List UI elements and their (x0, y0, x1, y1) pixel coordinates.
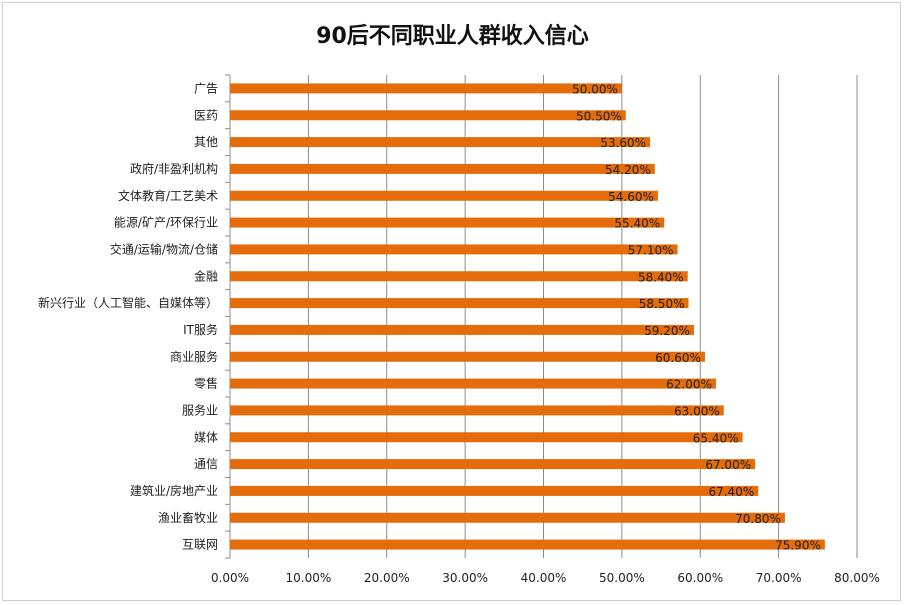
category-label: 媒体 (194, 430, 218, 444)
category-label: 零售 (194, 376, 218, 391)
data-label: 54.20% (605, 163, 651, 177)
category-label: 通信 (194, 457, 218, 471)
data-label: 50.00% (572, 82, 618, 96)
data-label: 53.60% (600, 136, 646, 150)
bar (230, 190, 658, 201)
bar (230, 83, 622, 94)
bar (230, 271, 688, 282)
data-label: 67.40% (708, 485, 754, 499)
category-label: IT服务 (183, 322, 218, 337)
x-tick-label: 10.00% (285, 571, 331, 585)
bar (230, 324, 694, 335)
category-label: 建筑业/房地产业 (130, 483, 218, 498)
data-label: 57.10% (628, 243, 674, 257)
bar (230, 405, 724, 416)
data-label: 50.50% (576, 109, 622, 123)
category-label: 商业服务 (170, 349, 218, 364)
bar (230, 539, 825, 550)
data-label: 75.90% (775, 539, 821, 553)
data-label: 58.40% (638, 270, 684, 284)
x-tick-label: 50.00% (599, 571, 645, 585)
bar (230, 459, 756, 470)
category-label: 互联网 (182, 538, 218, 552)
category-label: 交通/运输/物流/仓储 (110, 241, 218, 256)
x-tick-label: 20.00% (364, 571, 410, 585)
bar (230, 378, 716, 389)
category-label: 文体教育/工艺美术 (118, 188, 218, 203)
x-tick-label: 0.00% (211, 571, 249, 585)
data-label: 58.50% (639, 297, 685, 311)
data-label: 65.40% (693, 431, 739, 445)
category-label: 能源/矿产/环保行业 (114, 216, 218, 230)
category-label: 其他 (194, 135, 218, 149)
data-label: 62.00% (666, 378, 712, 392)
bar (230, 110, 626, 121)
x-tick-label: 70.00% (756, 571, 802, 585)
category-label: 医药 (194, 108, 218, 122)
category-label: 政府/非盈利机构 (130, 161, 218, 176)
x-tick-label: 40.00% (521, 571, 567, 585)
bar (230, 244, 678, 255)
bar (230, 217, 665, 228)
data-label: 59.20% (644, 324, 690, 338)
bar (230, 351, 705, 362)
x-tick-label: 30.00% (442, 571, 488, 585)
category-label: 金融 (194, 268, 218, 283)
data-label: 70.80% (735, 512, 781, 526)
data-label: 63.00% (674, 404, 720, 418)
bar (230, 137, 651, 148)
x-tick-label: 80.00% (834, 571, 880, 585)
category-label: 新兴行业（人工智能、自媒体等） (38, 295, 218, 310)
category-label: 渔业畜牧业 (158, 510, 218, 525)
bar (230, 512, 785, 523)
chart-title: 90后不同职业人群收入信心 (316, 24, 589, 49)
bar (230, 485, 759, 496)
bar (230, 298, 689, 309)
category-label: 服务业 (182, 402, 218, 417)
data-label: 60.60% (655, 351, 701, 365)
x-tick-label: 60.00% (677, 571, 723, 585)
data-label: 54.60% (608, 190, 654, 204)
bar (230, 163, 655, 174)
data-label: 67.00% (705, 458, 751, 472)
bar (230, 432, 743, 443)
category-label: 广告 (194, 81, 218, 95)
data-label: 55.40% (614, 217, 660, 231)
